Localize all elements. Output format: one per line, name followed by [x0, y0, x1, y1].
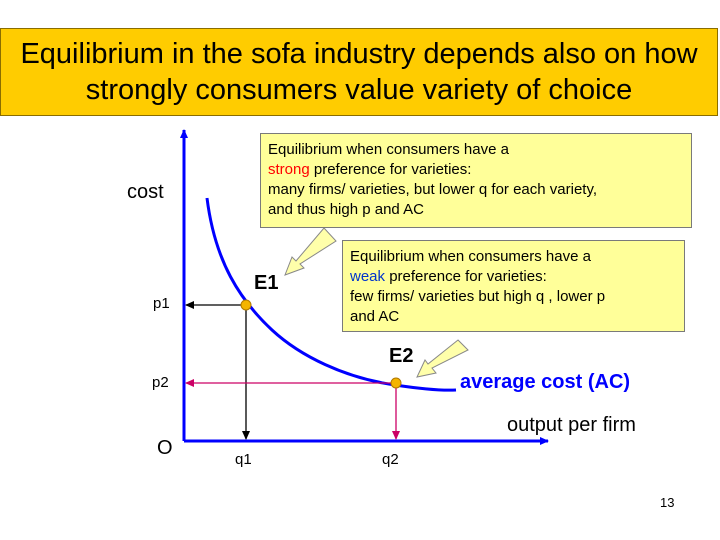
origin-label: O	[157, 437, 173, 459]
strong-callout-arrow	[284, 227, 337, 276]
strong-callout-line-4: and thus high p and AC	[268, 201, 424, 218]
y-axis-label: cost	[127, 181, 164, 203]
weak-callout-arrow	[416, 339, 469, 378]
p2-tick-label: p2	[152, 374, 169, 391]
strong-callout-line-2-rest: preference for varieties:	[309, 161, 472, 178]
weak-callout-line-1: Equilibrium when consumers have a	[350, 248, 591, 265]
strong-callout-line-1: Equilibrium when consumers have a	[268, 141, 509, 158]
average-cost-curve	[205, 197, 457, 392]
strong-callout-line-3: many firms/ varieties, but lower q for e…	[268, 181, 598, 198]
strong-preference-callout: Equilibrium when consumers have a strong…	[260, 133, 692, 228]
strong-callout-line-2: strong preference for varieties:	[268, 160, 684, 180]
slide-title: Equilibrium in the sofa industry depends…	[20, 38, 698, 106]
ac-curve-label: average cost (AC)	[460, 371, 631, 393]
q2-tick-label: q2	[382, 451, 399, 468]
weak-preference-callout: Equilibrium when consumers have a weak p…	[342, 240, 685, 332]
e1-point	[240, 299, 252, 311]
e2-label: E2	[389, 345, 414, 367]
weak-callout-line-2: weak preference for varieties:	[350, 267, 677, 287]
page-number: 13	[660, 495, 675, 510]
x-axis-label: output per firm	[507, 414, 636, 436]
q1-tick-label: q1	[235, 451, 252, 468]
weak-callout-line-4: and AC	[350, 308, 400, 325]
title-banner: Equilibrium in the sofa industry depends…	[0, 28, 718, 116]
p1-tick-label: p1	[153, 295, 170, 312]
strong-keyword: strong	[268, 161, 310, 178]
weak-keyword: weak	[350, 268, 386, 285]
weak-callout-line-2-rest: preference for varieties:	[385, 268, 547, 285]
e2-point	[390, 377, 402, 389]
e1-label: E1	[254, 272, 279, 294]
weak-callout-line-3: few firms/ varieties but high q , lower …	[350, 288, 606, 305]
